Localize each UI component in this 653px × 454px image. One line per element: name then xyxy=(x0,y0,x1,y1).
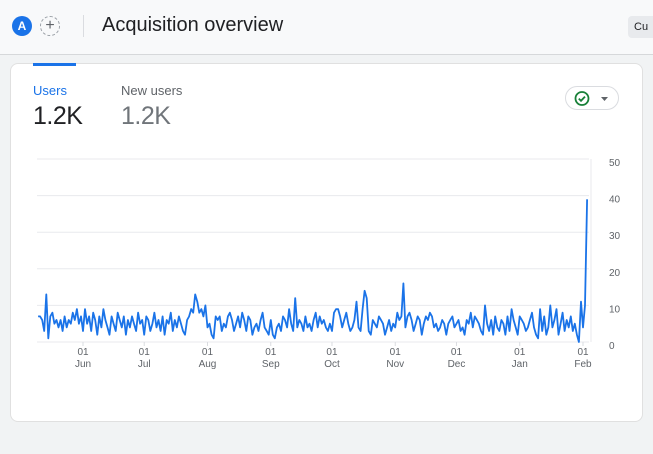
y-tick-label: 0 xyxy=(609,341,615,352)
x-tick-month: Nov xyxy=(386,359,404,370)
y-tick-label: 10 xyxy=(609,304,621,315)
account-avatar[interactable]: A xyxy=(12,16,32,36)
x-tick-day: 01 xyxy=(514,347,526,358)
x-tick-month: Jan xyxy=(512,359,528,370)
y-tick-label: 40 xyxy=(609,195,621,206)
y-tick-label: 20 xyxy=(609,268,621,279)
x-tick-day: 01 xyxy=(265,347,277,358)
tab-new-users[interactable]: New users 1.2K xyxy=(121,83,182,131)
customize-button[interactable]: Cu xyxy=(628,16,653,38)
x-tick-day: 01 xyxy=(202,347,214,358)
tab-label: Users xyxy=(33,83,67,98)
divider xyxy=(83,15,84,37)
x-tick-day: 01 xyxy=(577,347,589,358)
x-tick-month: Oct xyxy=(324,359,340,370)
caret-down-icon xyxy=(601,97,608,101)
x-tick-month: Jun xyxy=(75,359,91,370)
page-title: Acquisition overview xyxy=(102,14,284,36)
x-tick-month: Aug xyxy=(199,359,217,370)
x-tick-day: 01 xyxy=(390,347,402,358)
active-tab-indicator xyxy=(33,63,76,66)
x-tick-day: 01 xyxy=(326,347,338,358)
x-tick-day: 01 xyxy=(77,347,89,358)
compare-dropdown[interactable] xyxy=(565,86,619,110)
x-tick-day: 01 xyxy=(139,347,151,358)
add-comparison-button[interactable]: + xyxy=(40,16,60,36)
x-tick-month: Dec xyxy=(448,359,466,370)
tab-label: New users xyxy=(121,83,183,98)
tab-value: 1.2K xyxy=(33,102,83,130)
x-tick-month: Sep xyxy=(262,359,280,370)
check-circle-icon xyxy=(574,91,590,106)
y-tick-label: 50 xyxy=(609,158,621,169)
x-tick-month: Feb xyxy=(574,359,592,370)
users-series-line xyxy=(38,199,588,343)
top-bar: A + Acquisition overview Cu xyxy=(0,0,653,55)
tab-value: 1.2K xyxy=(121,102,171,130)
users-chart-card xyxy=(10,63,643,422)
x-tick-day: 01 xyxy=(451,347,463,358)
y-tick-label: 30 xyxy=(609,231,621,242)
tab-users[interactable]: Users 1.2K xyxy=(33,83,83,131)
x-tick-month: Jul xyxy=(138,359,151,370)
